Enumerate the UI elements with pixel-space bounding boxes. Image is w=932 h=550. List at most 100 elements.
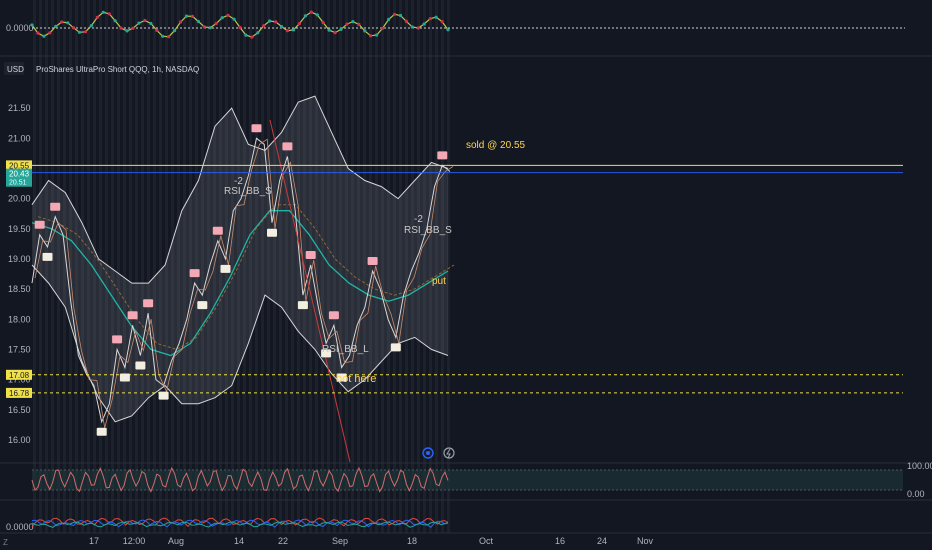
y-tick-label: 16.50	[8, 405, 31, 415]
moving-average-line-2	[37, 204, 455, 351]
y-tick-label: 19.00	[8, 254, 31, 264]
session-stripe	[363, 0, 366, 533]
top-wave-dot	[315, 13, 319, 17]
session-stripe	[315, 0, 318, 533]
session-stripe	[417, 0, 420, 533]
sell-marker[interactable]	[437, 151, 448, 160]
top-wave-dot	[54, 24, 58, 28]
session-stripe	[153, 0, 156, 533]
session-stripe	[393, 0, 396, 533]
sell-marker[interactable]	[305, 251, 316, 259]
buy-marker[interactable]	[135, 361, 146, 370]
buy-marker[interactable]	[119, 373, 130, 382]
volume-pane-label: 0.0000	[6, 522, 34, 532]
session-stripe	[267, 0, 270, 533]
top-pane-zero-label: 0.0000	[6, 23, 34, 33]
buy-marker[interactable]	[297, 301, 308, 310]
top-wave-dot	[375, 33, 379, 37]
session-stripe	[339, 0, 342, 533]
top-wave-dot	[196, 19, 200, 24]
buy-marker[interactable]	[336, 373, 347, 382]
session-stripe	[333, 0, 336, 533]
lightning-icon[interactable]	[443, 447, 455, 459]
sell-marker[interactable]	[143, 299, 154, 308]
session-stripe	[381, 0, 384, 533]
buy-marker[interactable]	[390, 343, 401, 352]
top-wave-dot	[297, 22, 301, 26]
buy-marker[interactable]	[42, 252, 53, 261]
oscillator-band	[32, 470, 903, 490]
event-circle-icon[interactable]	[422, 447, 434, 459]
top-wave-dot	[179, 20, 183, 24]
buy-marker[interactable]	[197, 301, 208, 310]
x-tick-label: 14	[234, 536, 244, 546]
sell-marker[interactable]	[127, 311, 138, 320]
currency-badge[interactable]	[4, 62, 24, 75]
session-stripe	[213, 0, 216, 533]
top-wave-dot	[107, 12, 111, 16]
y-tick-label: 20.00	[8, 194, 31, 204]
session-stripe	[423, 0, 426, 533]
buy-marker[interactable]	[321, 349, 332, 358]
session-stripe	[171, 0, 174, 533]
trade-markers	[34, 124, 448, 436]
top-indicator-pane: 0.0000	[6, 10, 905, 39]
buy-marker[interactable]	[96, 427, 107, 436]
bot-annotation: bot here	[336, 373, 376, 385]
currency-label: USD	[7, 65, 24, 74]
top-wave-dot	[381, 26, 385, 30]
minus-two-label-a: -2	[234, 176, 243, 187]
buy-marker[interactable]	[158, 391, 169, 400]
x-tick-label: 22	[278, 536, 288, 546]
top-wave-dot	[285, 29, 290, 33]
bottom-left-icon[interactable]: Z	[3, 538, 8, 547]
sell-marker[interactable]	[282, 142, 293, 151]
session-stripe	[237, 0, 240, 533]
volume-teal-line	[31, 521, 449, 528]
top-wave-dot	[387, 17, 391, 22]
sell-marker[interactable]	[367, 257, 378, 265]
session-stripe	[387, 0, 390, 533]
sell-marker[interactable]	[212, 226, 223, 235]
sell-marker[interactable]	[251, 124, 262, 133]
top-wave-dot	[440, 20, 444, 24]
volume-blue-line	[31, 519, 449, 528]
top-wave-dot	[77, 30, 82, 34]
top-wave-dot	[321, 21, 325, 25]
sell-marker[interactable]	[34, 220, 45, 229]
session-stripe	[51, 0, 54, 533]
lightning-bolt-icon	[446, 448, 451, 459]
level-a-badge-text: 17.08	[9, 371, 30, 380]
session-stripe	[159, 0, 162, 533]
minus-two-label-b: -2	[414, 214, 423, 225]
top-wave-dot	[101, 10, 105, 14]
x-tick-label: 12:00	[123, 536, 146, 546]
moving-average-line	[31, 210, 449, 357]
level-b-badge	[6, 387, 32, 398]
session-stripe	[279, 0, 282, 533]
top-wave-dot	[137, 21, 141, 25]
buy-marker[interactable]	[267, 228, 277, 237]
top-wave-dot	[184, 14, 189, 18]
rsi-bb-s-label: RSI_BB_S	[224, 186, 272, 197]
session-stripe	[69, 0, 72, 533]
oscillator-upper-label: 100.00	[907, 461, 932, 471]
session-stripe	[285, 0, 288, 533]
sell-marker[interactable]	[189, 269, 200, 278]
session-stripe	[45, 0, 48, 533]
buy-marker[interactable]	[220, 264, 231, 273]
level-a-badge	[6, 369, 32, 380]
sell-marker[interactable]	[50, 202, 61, 211]
x-tick-label: Nov	[637, 536, 654, 546]
sold-price-badge-text: 20.55	[9, 161, 30, 170]
session-stripe	[243, 0, 246, 533]
session-stripe	[129, 0, 132, 533]
top-wave-dot	[392, 12, 397, 16]
top-wave-dot	[291, 28, 296, 32]
sell-marker[interactable]	[112, 335, 123, 344]
top-wave-dot	[208, 26, 212, 30]
trend-line[interactable]	[269, 119, 351, 463]
sell-marker[interactable]	[328, 311, 339, 320]
top-wave-dot	[268, 19, 272, 23]
session-stripe	[291, 0, 294, 533]
